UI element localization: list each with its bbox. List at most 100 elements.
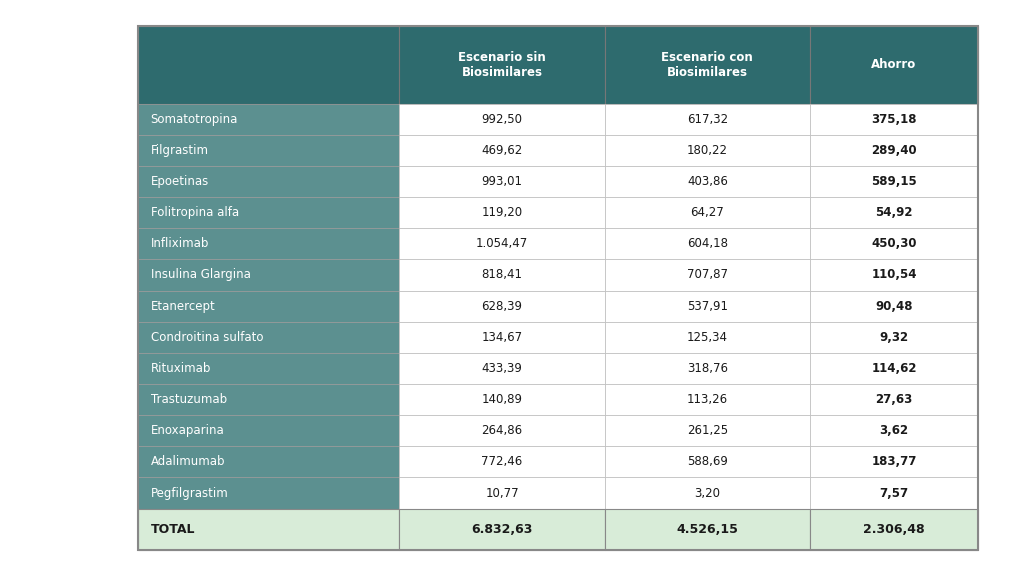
Bar (810, 166, 978, 197)
Bar (605, 290, 810, 322)
Bar (138, 259, 399, 290)
Bar (399, 135, 605, 166)
Text: 588,69: 588,69 (687, 456, 728, 468)
Bar (605, 478, 810, 509)
Text: 9,32: 9,32 (880, 331, 908, 344)
Bar (605, 228, 810, 259)
Text: 64,27: 64,27 (690, 206, 724, 219)
Text: 134,67: 134,67 (481, 331, 522, 344)
Text: TOTAL: TOTAL (151, 523, 195, 536)
Text: Epoetinas: Epoetinas (151, 175, 209, 188)
Bar (138, 478, 399, 509)
Bar (605, 197, 810, 228)
Text: Rituximab: Rituximab (151, 362, 211, 375)
Text: Ahorro: Ahorro (871, 58, 916, 71)
Bar (138, 228, 399, 259)
Text: 604,18: 604,18 (687, 237, 728, 251)
Text: Escenario con
Biosimilares: Escenario con Biosimilares (662, 51, 754, 79)
Text: 433,39: 433,39 (481, 362, 522, 375)
Bar (810, 353, 978, 384)
Bar (810, 509, 978, 550)
Text: 113,26: 113,26 (687, 393, 728, 406)
Bar (810, 446, 978, 478)
Text: 289,40: 289,40 (871, 144, 916, 157)
Bar (138, 135, 399, 166)
Bar (605, 384, 810, 415)
Text: 54,92: 54,92 (876, 206, 912, 219)
Text: 27,63: 27,63 (876, 393, 912, 406)
Bar (138, 104, 399, 135)
Bar (399, 478, 605, 509)
Bar (399, 26, 605, 104)
Bar (138, 415, 399, 446)
Text: 992,50: 992,50 (481, 113, 522, 126)
Bar (810, 197, 978, 228)
Text: Trastuzumab: Trastuzumab (151, 393, 226, 406)
Bar (605, 415, 810, 446)
Bar (810, 384, 978, 415)
Bar (138, 384, 399, 415)
Text: 1.054,47: 1.054,47 (476, 237, 528, 251)
Bar (605, 135, 810, 166)
Bar (138, 197, 399, 228)
Text: 90,48: 90,48 (876, 300, 912, 313)
Bar (399, 104, 605, 135)
Text: Folitropina alfa: Folitropina alfa (151, 206, 239, 219)
Text: Escenario sin
Biosimilares: Escenario sin Biosimilares (458, 51, 546, 79)
Text: 10,77: 10,77 (485, 487, 519, 499)
Bar (810, 322, 978, 353)
Bar (605, 446, 810, 478)
Bar (810, 290, 978, 322)
Text: Condroitina sulfato: Condroitina sulfato (151, 331, 263, 344)
Bar (810, 26, 978, 104)
Text: 375,18: 375,18 (871, 113, 916, 126)
Text: 469,62: 469,62 (481, 144, 522, 157)
Text: 7,57: 7,57 (880, 487, 908, 499)
Text: 261,25: 261,25 (687, 425, 728, 437)
Bar (605, 259, 810, 290)
Bar (810, 478, 978, 509)
Bar (810, 415, 978, 446)
Bar (605, 104, 810, 135)
Text: 4.526,15: 4.526,15 (677, 523, 738, 536)
Bar (138, 322, 399, 353)
Bar (605, 166, 810, 197)
Bar (399, 322, 605, 353)
Text: 183,77: 183,77 (871, 456, 916, 468)
Bar (810, 135, 978, 166)
Bar (399, 353, 605, 384)
Text: 589,15: 589,15 (871, 175, 916, 188)
Bar (605, 322, 810, 353)
Bar (138, 509, 399, 550)
Text: Enoxaparina: Enoxaparina (151, 425, 224, 437)
Bar (399, 228, 605, 259)
Text: 180,22: 180,22 (687, 144, 728, 157)
Bar (399, 290, 605, 322)
Bar (138, 26, 978, 550)
Bar (399, 509, 605, 550)
Bar (399, 259, 605, 290)
Bar (605, 509, 810, 550)
Text: 6.832,63: 6.832,63 (471, 523, 532, 536)
Text: 818,41: 818,41 (481, 268, 522, 282)
Text: 450,30: 450,30 (871, 237, 916, 251)
Text: Filgrastim: Filgrastim (151, 144, 209, 157)
Bar (810, 259, 978, 290)
Bar (605, 353, 810, 384)
Text: 617,32: 617,32 (687, 113, 728, 126)
Text: 403,86: 403,86 (687, 175, 728, 188)
Text: 264,86: 264,86 (481, 425, 522, 437)
Text: 110,54: 110,54 (871, 268, 916, 282)
Bar (605, 26, 810, 104)
Text: Etanercept: Etanercept (151, 300, 215, 313)
Bar (810, 104, 978, 135)
Text: Adalimumab: Adalimumab (151, 456, 225, 468)
Text: 3,62: 3,62 (880, 425, 908, 437)
Bar (138, 446, 399, 478)
Text: 114,62: 114,62 (871, 362, 916, 375)
Bar (399, 384, 605, 415)
Bar (399, 197, 605, 228)
Bar (138, 26, 399, 104)
Text: Somatotropina: Somatotropina (151, 113, 238, 126)
Text: 119,20: 119,20 (481, 206, 522, 219)
